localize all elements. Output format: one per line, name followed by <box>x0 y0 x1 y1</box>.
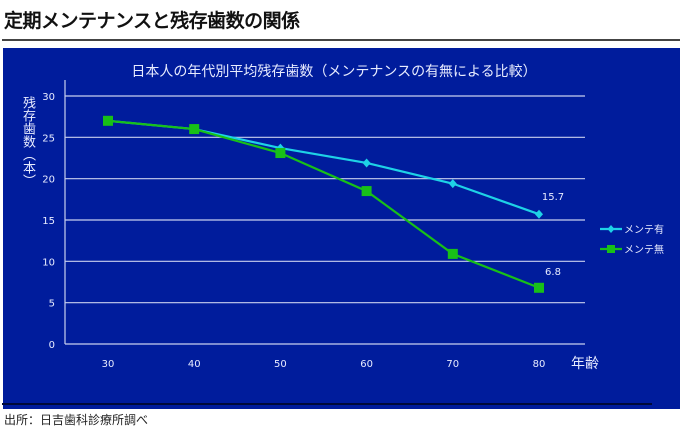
series-line-0 <box>107 119 540 216</box>
data-label: 6.8 <box>545 267 561 278</box>
data-point-square <box>103 115 113 126</box>
x-axis-label: 年齢 <box>571 356 599 372</box>
y-tick-label: 5 <box>49 299 55 310</box>
page-title: 定期メンテナンスと残存歯数の関係 <box>4 10 300 32</box>
data-point-square <box>361 186 372 197</box>
data-point-square <box>189 124 200 135</box>
x-tick-label: 70 <box>446 359 459 370</box>
title-divider <box>2 39 680 41</box>
panel-divider <box>2 403 652 405</box>
x-tick-label: 40 <box>188 359 201 370</box>
y-tick-label: 20 <box>42 175 55 186</box>
chart-panel <box>3 48 680 409</box>
data-point-diamond <box>535 209 543 219</box>
data-point-square <box>534 282 544 293</box>
data-point-square <box>275 148 286 159</box>
y-tick-label: 0 <box>49 340 55 351</box>
chart-title: 日本人の年代別平均残存歯数（メンテナンスの有無による比較） <box>131 64 536 80</box>
y-tick-label: 30 <box>42 92 55 103</box>
x-tick-label: 30 <box>102 359 115 370</box>
data-point-square <box>447 248 458 259</box>
x-tick-label: 60 <box>360 359 373 370</box>
legend-marker-square <box>607 245 615 253</box>
data-point-diamond <box>362 158 371 168</box>
x-tick-label: 80 <box>533 359 546 370</box>
source-note: 出所：日吉歯科診療所調べ <box>4 413 149 427</box>
y-tick-label: 15 <box>42 216 55 227</box>
y-tick-label: 10 <box>42 257 55 268</box>
y-axis-label: 残存歯数（本） <box>20 96 35 187</box>
legend-marker-diamond <box>607 225 615 233</box>
series-line-1 <box>107 119 540 289</box>
x-tick-label: 50 <box>274 359 287 370</box>
legend-label: メンテ無 <box>624 243 664 256</box>
data-point-diamond <box>448 179 457 189</box>
data-label: 15.7 <box>542 192 564 203</box>
legend-label: メンテ有 <box>624 223 664 236</box>
y-tick-label: 25 <box>42 133 55 144</box>
